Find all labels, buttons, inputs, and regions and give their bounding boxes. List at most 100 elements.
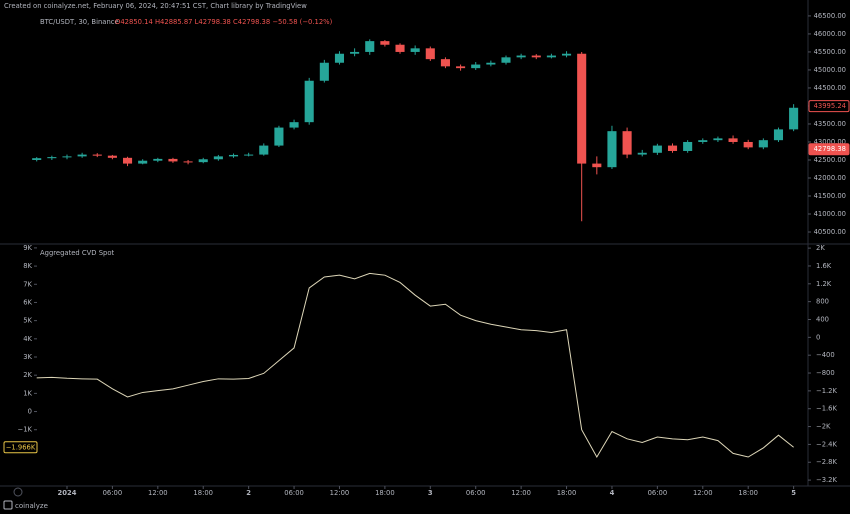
x-tick-label: 12:00: [330, 489, 350, 497]
y2-tick-label: −800: [816, 369, 835, 377]
y-tick-label: 7K: [23, 280, 32, 288]
candle: [789, 104, 799, 132]
candle: [92, 153, 102, 158]
y-tick-label: 43500.00: [814, 120, 846, 128]
candle-body: [440, 59, 450, 67]
symbol-title: BTC/USDT, 30, Binance: [40, 18, 119, 26]
candle-body: [546, 55, 556, 58]
value-label-box: [3, 441, 38, 454]
candle-body: [622, 131, 632, 155]
x-tick-label: 18:00: [738, 489, 758, 497]
x-tick-label: 12:00: [693, 489, 713, 497]
candle: [213, 154, 223, 161]
x-tick-label: 18:00: [193, 489, 213, 497]
indicator-title: Aggregated CVD Spot: [40, 249, 114, 257]
candle-body: [743, 141, 753, 148]
y-tick-label: 41500.00: [814, 192, 846, 200]
y-tick-label: −1K: [18, 426, 33, 434]
candle: [456, 64, 466, 71]
candle: [531, 54, 541, 60]
y2-tick-label: −400: [816, 351, 835, 359]
candle: [47, 155, 57, 160]
candle: [334, 51, 345, 65]
scroll-button[interactable]: [13, 487, 23, 497]
candle-body: [425, 48, 435, 60]
price-label: 43995.24: [814, 102, 846, 110]
candle-body: [228, 154, 239, 157]
candle-body: [32, 158, 42, 160]
x-tick-label: 18:00: [557, 489, 577, 497]
cvd-line: [36, 272, 794, 459]
candle-body: [501, 57, 511, 63]
y2-tick-label: −1.6K: [816, 405, 838, 413]
candle-body: [365, 41, 375, 52]
candle: [501, 55, 511, 65]
candle: [622, 127, 632, 159]
candle: [183, 159, 193, 165]
y2-tick-label: 400: [816, 315, 829, 323]
candle: [77, 152, 87, 158]
candle: [122, 156, 133, 167]
candle: [425, 46, 435, 61]
candle: [698, 138, 708, 144]
x-tick-label: 5: [791, 489, 796, 497]
candle: [713, 136, 723, 142]
candle: [637, 149, 647, 157]
candle-body: [92, 154, 102, 156]
candle: [486, 60, 496, 67]
x-tick-label: 06:00: [284, 489, 304, 497]
candle: [304, 77, 314, 125]
candle-body: [213, 156, 223, 160]
candle: [652, 143, 662, 155]
value-label: −1.966K: [6, 443, 36, 451]
x-tick-label: 4: [610, 489, 615, 497]
logo-icon: [3, 500, 13, 510]
y-tick-label: 45500.00: [814, 48, 846, 56]
candle-body: [334, 53, 345, 63]
candle: [319, 59, 329, 83]
candle: [289, 119, 299, 130]
candle-body: [698, 140, 708, 142]
candle-body: [652, 145, 662, 153]
candle-body: [789, 107, 799, 130]
candle: [410, 45, 420, 55]
candle-body: [168, 158, 178, 162]
y-tick-label: 46500.00: [814, 12, 846, 20]
y-tick-label: 41000.00: [814, 210, 846, 218]
candle-body: [592, 163, 602, 168]
ohlc-text: O42850.14 H42885.87 L42798.38 C42798.38 …: [115, 18, 333, 26]
y-tick-label: 42500.00: [814, 156, 846, 164]
y-tick-label: 3K: [23, 353, 32, 361]
y2-tick-label: −3.2K: [816, 476, 838, 484]
y2-tick-label: 2K: [816, 244, 825, 252]
y2-tick-label: −2.8K: [816, 458, 838, 466]
candle: [138, 159, 148, 165]
candle-body: [77, 154, 87, 157]
candle-body: [198, 159, 208, 163]
candle-body: [319, 62, 329, 81]
y2-tick-label: 0: [816, 333, 820, 341]
y-tick-label: 45000.00: [814, 66, 846, 74]
candle-body: [728, 138, 738, 142]
candle: [62, 154, 72, 160]
candle: [153, 157, 163, 163]
candle-body: [138, 160, 148, 164]
candle: [198, 157, 208, 164]
candle: [667, 143, 678, 153]
y-tick-label: 8K: [23, 262, 32, 270]
candle: [516, 53, 526, 60]
candle: [562, 51, 572, 58]
y2-tick-label: −2K: [816, 423, 831, 431]
candle-body: [713, 138, 723, 141]
candle-body: [471, 64, 481, 69]
candle: [365, 39, 375, 55]
y-tick-label: 5K: [23, 317, 32, 325]
y-tick-label: 46000.00: [814, 30, 846, 38]
candle: [607, 125, 617, 169]
candle: [274, 125, 284, 148]
y-tick-label: 1K: [23, 389, 32, 397]
candle: [32, 157, 42, 162]
candle: [471, 62, 481, 70]
